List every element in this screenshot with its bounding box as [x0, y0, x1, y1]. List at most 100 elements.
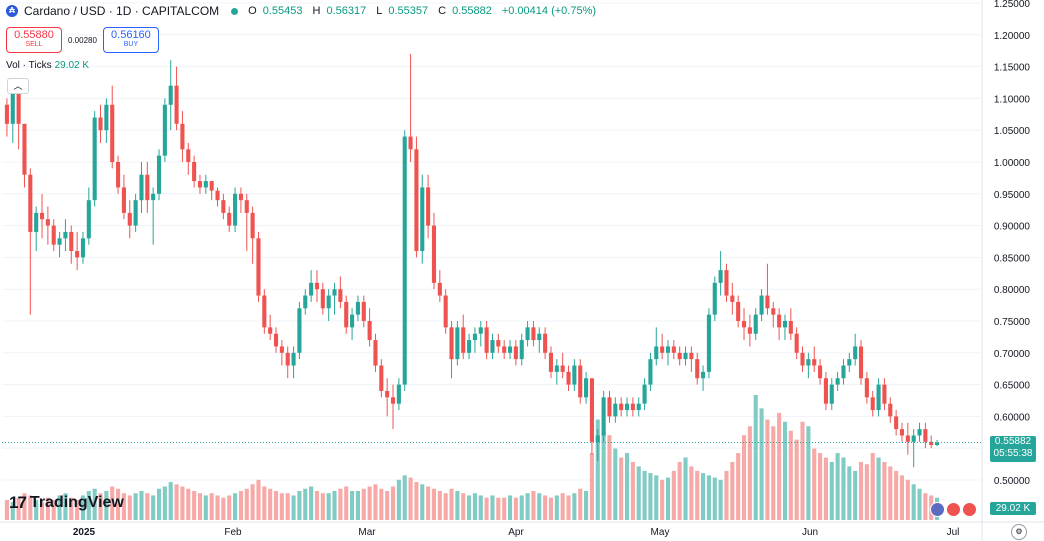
volume-bar	[22, 493, 27, 520]
candle-body	[256, 238, 261, 296]
candle-body	[326, 295, 331, 309]
volume-indicator-legend[interactable]: Vol · Ticks 29.02 K	[6, 60, 89, 71]
economic-event-icon[interactable]	[930, 502, 945, 517]
time-axis[interactable]: 2025 Feb Mar Apr May Jun Jul	[73, 527, 960, 538]
candle-body	[607, 397, 612, 417]
candle-body	[835, 378, 840, 385]
volume-bar	[619, 457, 624, 520]
candle-body	[777, 314, 782, 328]
sell-button[interactable]: 0.55880 SELL	[6, 27, 62, 53]
candle-body	[116, 162, 121, 188]
volume-bar	[566, 495, 571, 520]
volume-bar	[262, 486, 267, 520]
volume-bar	[671, 470, 676, 520]
candle-body	[390, 397, 396, 404]
volume-bar	[233, 493, 238, 520]
price-tick-label: 1.05000	[994, 126, 1031, 137]
volume-bar	[121, 493, 126, 520]
volume-bar	[572, 493, 577, 520]
volume-bar	[502, 497, 507, 520]
volume-bar	[794, 439, 799, 520]
volume-bar	[519, 495, 524, 520]
volume-bar	[227, 495, 232, 520]
candle-body	[443, 295, 448, 328]
candle-body	[619, 403, 624, 411]
candle-body	[63, 231, 68, 239]
candle-body	[554, 365, 559, 372]
candle-body	[613, 403, 618, 417]
candle-body	[80, 238, 86, 258]
volume-bar	[905, 479, 910, 520]
volume-bar	[273, 490, 279, 520]
volume-bar	[753, 395, 758, 520]
volume-bar	[677, 461, 682, 520]
volume-bar	[10, 502, 15, 520]
candle-body	[589, 378, 594, 442]
volume-bar	[812, 448, 817, 520]
event-markers[interactable]	[930, 502, 977, 517]
volume-bar	[303, 488, 308, 520]
volume-bar	[361, 488, 366, 520]
volume-bar	[484, 497, 489, 520]
volume-bar	[689, 466, 694, 520]
volume-bar	[320, 493, 325, 520]
volume-bar	[724, 470, 729, 520]
volume-bar	[51, 499, 56, 520]
volume-bar	[180, 486, 185, 520]
bar-countdown: 05:55:38	[993, 448, 1033, 459]
time-tick-label: Mar	[358, 527, 376, 538]
volume-bar	[777, 412, 782, 520]
volume-bar	[110, 486, 115, 520]
candle-body	[162, 104, 167, 156]
time-tick-label: Jun	[802, 527, 818, 538]
price-tick-label: 0.75000	[994, 317, 1031, 328]
candle-body	[186, 149, 191, 162]
candle-body	[917, 429, 922, 436]
volume-bar	[385, 490, 390, 520]
candle-body	[414, 149, 419, 252]
buy-button[interactable]: 0.56160 BUY	[102, 27, 159, 53]
price-tick-label: 0.70000	[994, 349, 1031, 360]
candle-body	[461, 327, 466, 353]
volume-bar	[238, 490, 243, 520]
volume-bar	[899, 475, 905, 520]
volume-bar	[285, 493, 290, 520]
volume-bar	[344, 486, 349, 520]
candle-body	[379, 365, 384, 391]
symbol-title[interactable]: Cardano / USD · 1D · CAPITALCOM	[24, 4, 220, 18]
volume-bar	[841, 457, 846, 520]
candle-body	[291, 352, 296, 366]
timezone-settings-icon[interactable]: ⚙	[1011, 524, 1027, 540]
volume-bar	[215, 495, 220, 520]
tradingview-logo[interactable]: 17 TradingView	[9, 493, 124, 513]
tradingview-name: TradingView	[29, 494, 124, 511]
volume-bar	[630, 461, 635, 520]
candle-body	[496, 340, 501, 347]
candle-body	[788, 321, 793, 334]
candle-body	[660, 346, 665, 353]
us-flag-icon[interactable]	[962, 502, 977, 517]
candle-body	[677, 352, 682, 360]
price-tick-label: 1.15000	[994, 63, 1031, 74]
candle-body	[361, 301, 366, 321]
low-value: 0.55357	[388, 5, 429, 17]
candle-body	[309, 282, 314, 296]
volume-bar	[513, 497, 518, 520]
volume-bar	[595, 419, 600, 520]
price-tick-label: 0.65000	[994, 381, 1031, 392]
candle-body	[560, 365, 565, 372]
candle-body	[864, 378, 869, 398]
candle-body	[905, 435, 910, 442]
market-status-icon[interactable]	[231, 7, 239, 15]
candle-body	[385, 390, 390, 398]
volume-bar	[162, 486, 167, 520]
time-tick-label: Apr	[508, 527, 524, 538]
candle-body	[104, 104, 109, 131]
candle-body	[584, 378, 589, 398]
tradingview-mark-icon: 17	[9, 493, 27, 512]
collapse-legend-button[interactable]: ︿	[7, 78, 29, 94]
us-flag-icon[interactable]	[946, 502, 961, 517]
price-axis[interactable]: 1.25000 1.20000 1.15000 1.10000 1.05000 1.000…	[994, 0, 1031, 487]
volume-bar	[537, 493, 542, 520]
